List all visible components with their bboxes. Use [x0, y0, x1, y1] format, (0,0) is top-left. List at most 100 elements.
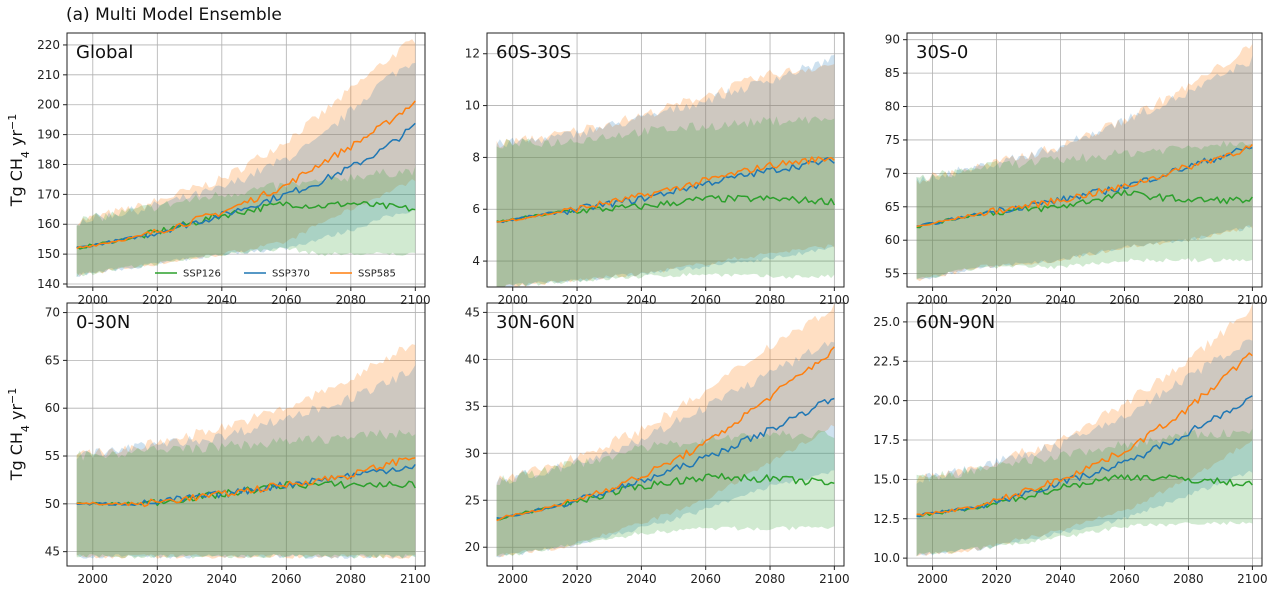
y-tick-label: 55 — [45, 449, 60, 463]
y-tick-label: 180 — [37, 157, 60, 171]
axes-frame — [906, 302, 1263, 567]
panel-global: 2000 2020 2040 2060 2080 21001401501601701801… — [37, 32, 431, 307]
band-ssp126 — [496, 430, 835, 557]
x-tick-label: 2020 — [142, 572, 173, 586]
x-tick-label: 2040 — [1045, 572, 1076, 586]
y-tick-label: 20 — [465, 540, 480, 554]
y-tick-label: 35 — [465, 399, 480, 413]
y-tick-label: 17.5 — [873, 433, 900, 447]
panel-30n-60n: 2000 2020 2040 2060 2080 2100 20 25 30 35 40 45 30N-… — [465, 302, 850, 586]
x-tick-label: 2100 — [400, 572, 431, 586]
y-tick-label: 90 — [885, 33, 900, 47]
y-tick-label: 160 — [37, 217, 60, 231]
y-tick-label: 210 — [37, 68, 60, 82]
band-ssp585 — [916, 43, 1253, 282]
band-ssp126 — [76, 166, 416, 278]
series-line-ssp585 — [76, 100, 416, 250]
y-tick-label: 55 — [885, 267, 900, 281]
y-tick-label: 40 — [465, 352, 480, 366]
x-tick-label: 2100 — [819, 572, 850, 586]
y-tick-label: 70 — [885, 166, 900, 180]
x-tick-label: 2060 — [690, 572, 721, 586]
panel-30s-0: 2000 2020 2040 2060 2080 21005560657075808590… — [885, 32, 1268, 307]
y-tick-label: 60 — [45, 401, 60, 415]
panel-title: 30N-60N — [496, 312, 575, 333]
y-tick-label: 12.5 — [873, 512, 900, 526]
x-tick-label: 2020 — [562, 572, 593, 586]
y-tick-label: 50 — [45, 497, 60, 511]
y-tick-label: 75 — [885, 133, 900, 147]
y-tick-label: 45 — [45, 545, 60, 559]
x-tick-label: 2000 — [497, 572, 528, 586]
legend: SSP126 SSP370 SSP585 — [155, 269, 396, 280]
band-ssp585 — [496, 303, 835, 557]
series-line-ssp585 — [76, 457, 416, 508]
y-axis-label-top: Tg CH4 yr−1 — [6, 114, 32, 208]
y-tick-label: 170 — [37, 187, 60, 201]
band-ssp126 — [916, 428, 1253, 557]
y-tick-label: 25 — [465, 493, 480, 507]
band-ssp585 — [76, 344, 416, 559]
grid — [67, 303, 425, 566]
band-ssp370 — [496, 55, 835, 287]
x-tick-label: 2060 — [271, 572, 302, 586]
y-tick-label: 80 — [885, 100, 900, 114]
x-tick-label: 2040 — [626, 572, 657, 586]
panel-title: Global — [76, 42, 133, 63]
grid — [487, 33, 844, 287]
y-tick-label: 6 — [472, 202, 480, 216]
y-tick-label: 85 — [885, 66, 900, 80]
legend-label-ssp126: SSP126 — [183, 269, 221, 280]
x-tick-label: 2100 — [1237, 572, 1268, 586]
panel-title: 0-30N — [76, 312, 130, 333]
y-tick-label: 25.0 — [873, 315, 900, 329]
y-tick-label: 200 — [37, 98, 60, 112]
panel-0-30n: 2000 2020 2040 2060 2080 2100 45 50 55 60 65 70 0-30… — [45, 302, 431, 586]
y-tick-label: 140 — [37, 277, 60, 291]
y-tick-label: 220 — [37, 38, 60, 52]
panel-60n-90n: 2000 2020 2040 2060 2080 2100 10.0 12.5 15.0 17.5… — [873, 302, 1268, 586]
band-ssp370 — [76, 62, 416, 277]
y-tick-label: 4 — [472, 254, 480, 268]
axes-frame — [486, 302, 845, 567]
grid — [67, 33, 425, 287]
y-tick-label: 15.0 — [873, 472, 900, 486]
y-tick-label: 150 — [37, 247, 60, 261]
y-tick-label: 12 — [465, 47, 480, 61]
panels: 2000 2020 2040 2060 2080 21001401501601701801… — [37, 32, 1268, 586]
x-tick-label: 2080 — [755, 572, 786, 586]
series-line-ssp585 — [916, 352, 1253, 517]
y-tick-label: 22.5 — [873, 354, 900, 368]
axes-frame — [66, 302, 426, 567]
panel-title: 30S-0 — [916, 42, 968, 63]
x-tick-label: 2000 — [917, 572, 948, 586]
axes-frame — [906, 32, 1263, 288]
series-line-ssp585 — [496, 156, 835, 223]
band-ssp370 — [916, 55, 1253, 280]
series-line-ssp585 — [916, 143, 1253, 228]
y-axis-label: Tg CH4 yr−1 — [6, 388, 32, 482]
band-ssp585 — [76, 39, 416, 276]
y-tick-label: 190 — [37, 128, 60, 142]
band-ssp370 — [496, 341, 835, 558]
y-tick-label: 30 — [465, 446, 480, 460]
panel-title: 60N-90N — [916, 312, 995, 333]
y-axis-label: Tg CH4 yr−1 — [6, 114, 32, 208]
band-ssp370 — [76, 365, 416, 559]
band-ssp585 — [496, 64, 835, 287]
legend-label-ssp370: SSP370 — [272, 269, 310, 280]
band-ssp370 — [916, 339, 1253, 557]
band-ssp126 — [76, 429, 416, 559]
y-tick-label: 60 — [885, 233, 900, 247]
series-line-ssp370 — [916, 146, 1253, 227]
y-tick-label: 65 — [885, 200, 900, 214]
axes-frame — [66, 32, 426, 288]
y-tick-label: 10 — [465, 99, 480, 113]
x-tick-label: 2080 — [336, 572, 367, 586]
y-tick-label: 8 — [472, 150, 480, 164]
panel-title: 60S-30S — [496, 42, 571, 63]
band-ssp585 — [916, 304, 1253, 557]
legend-label-ssp585: SSP585 — [358, 269, 396, 280]
